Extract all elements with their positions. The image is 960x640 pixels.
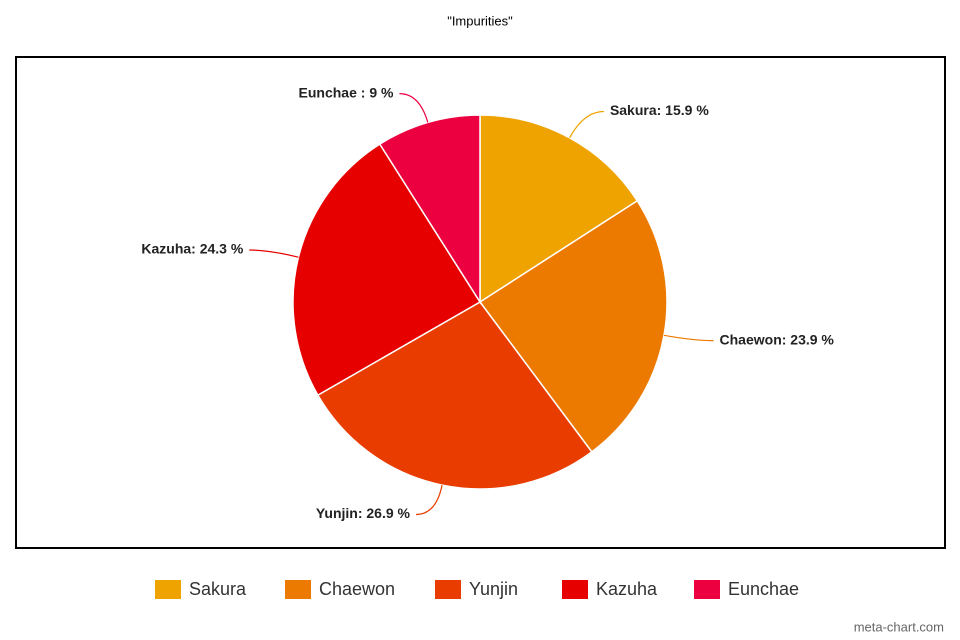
legend-swatch — [285, 580, 311, 599]
leader-line — [249, 249, 299, 258]
watermark: meta-chart.com — [854, 619, 944, 634]
legend-label: Yunjin — [469, 579, 518, 599]
pie-slice — [479, 114, 639, 304]
pie-slice — [316, 301, 593, 490]
legend-swatch — [694, 580, 720, 599]
pie-slice — [378, 114, 481, 305]
pie-slice — [478, 199, 668, 453]
legend-label: Eunchae — [728, 579, 799, 599]
leader-line — [415, 484, 443, 516]
legend-swatch — [155, 580, 181, 599]
data-label: Kazuha: 24.3 % — [141, 241, 243, 257]
legend-swatch — [435, 580, 461, 599]
legend-label: Sakura — [189, 579, 247, 599]
leader-line — [399, 93, 429, 123]
data-label: Yunjin: 26.9 % — [316, 505, 411, 521]
leader-line — [663, 334, 714, 342]
data-label: Eunchae : 9 % — [299, 84, 394, 100]
plot-frame — [15, 56, 946, 549]
pie-slice — [292, 143, 482, 397]
data-label: Sakura: 15.9 % — [610, 102, 709, 118]
data-label: Chaewon: 23.9 % — [720, 331, 835, 347]
chart-title: "Impurities" — [447, 13, 513, 28]
legend-label: Kazuha — [596, 579, 658, 599]
legend-swatch — [562, 580, 588, 599]
leader-line — [569, 110, 604, 139]
legend-label: Chaewon — [319, 579, 395, 599]
